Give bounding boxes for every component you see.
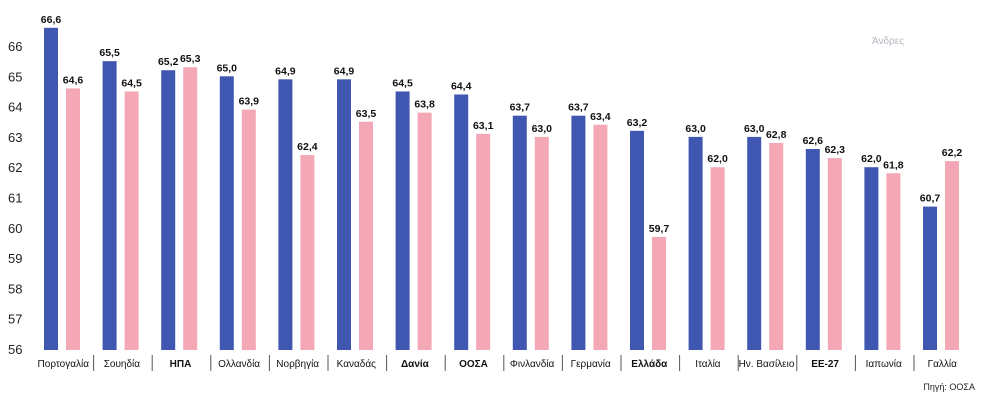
bar-series-1: [454, 94, 469, 350]
bar-series-1: [864, 167, 879, 350]
bar-series-1: [161, 70, 176, 351]
bar-series-2: [183, 67, 198, 351]
bar-series-1: [688, 136, 703, 350]
y-tick-label: 58: [8, 281, 22, 296]
bar-series-2: [66, 88, 80, 351]
bar-series-1: [102, 61, 117, 351]
category-label: Ολλανδία: [218, 358, 260, 370]
bar-series-1: [923, 206, 937, 350]
data-label: 63,1: [473, 120, 494, 132]
bar-series-2: [593, 124, 608, 350]
y-tick-label: 63: [8, 130, 22, 145]
y-tick-label: 66: [8, 39, 22, 54]
y-tick-label: 65: [8, 69, 22, 84]
data-label: 62,8: [766, 129, 787, 141]
data-label: 62,0: [707, 153, 728, 165]
category-label: ΗΠΑ: [170, 359, 192, 370]
bar-series-2: [534, 136, 549, 350]
category-label: Ιταλία: [695, 358, 721, 370]
bar-series-1: [512, 115, 527, 350]
data-label: 63,5: [356, 108, 377, 120]
data-label: 66,6: [41, 14, 62, 26]
y-tick-label: 57: [8, 312, 22, 327]
data-label: 64,4: [451, 80, 472, 92]
data-label: 64,9: [334, 65, 355, 77]
data-label: 63,7: [510, 102, 531, 114]
data-label: 62,3: [825, 144, 846, 156]
category-label: Γαλλία: [928, 358, 958, 370]
bar-series-2: [417, 112, 432, 350]
data-label: 63,2: [627, 117, 648, 129]
bar-series-1: [337, 79, 351, 350]
category-label: Καναδάς: [337, 358, 376, 370]
data-label: 63,0: [532, 123, 553, 135]
bar-series-2: [827, 158, 842, 350]
bar-series-2: [300, 155, 315, 350]
data-label: 61,8: [883, 159, 904, 171]
category-labels: Πορτογαλία Σουηδία ΗΠΑ Ολλανδία Νορβηγία Κανα…: [38, 355, 958, 371]
bar-series-2: [769, 142, 784, 350]
bar-series-2: [886, 173, 901, 350]
category-label: Ην. Βασίλειο: [739, 358, 795, 370]
y-tick-label: 64: [8, 100, 22, 115]
bar-series-1: [44, 27, 58, 350]
y-tick-label: 59: [8, 251, 22, 266]
y-tick-label: 62: [8, 160, 22, 175]
category-label: Φινλανδία: [510, 358, 555, 370]
data-label: 63,7: [568, 102, 589, 114]
data-label: 64,6: [63, 74, 84, 86]
category-label: Ελλάδα: [631, 359, 668, 370]
category-label: Γερμανία: [571, 358, 611, 370]
category-label: Σουηδία: [104, 358, 141, 370]
bar-series-1: [395, 91, 410, 350]
category-label: Νορβηγία: [276, 358, 319, 370]
data-label: 62,2: [942, 147, 963, 159]
category-label: Δανία: [401, 359, 430, 370]
category-label: Πορτογαλία: [38, 358, 90, 370]
value-labels: 66,6 64,6 65,5 64,5 65,2 65,3 65,0 63,9 64,9 62,4…: [41, 14, 963, 235]
data-label: 63,8: [414, 99, 435, 111]
data-label: 62,0: [861, 153, 882, 165]
data-label: 59,7: [649, 223, 670, 235]
data-label: 63,0: [744, 123, 765, 135]
category-label: Ιαπωνία: [866, 358, 902, 370]
bar-series-2: [652, 236, 666, 350]
data-label: 62,4: [297, 141, 318, 153]
data-label: 65,0: [217, 62, 238, 74]
category-label: ΟΟΣΑ: [459, 359, 488, 370]
bar-series-1: [805, 149, 820, 350]
bars: [44, 27, 959, 351]
data-label: 62,6: [803, 135, 824, 147]
data-label: 65,5: [99, 47, 120, 59]
data-label: 65,3: [180, 53, 201, 65]
data-label: 65,2: [158, 56, 179, 68]
y-tick-label: 61: [8, 191, 22, 206]
bar-series-2: [710, 167, 725, 350]
y-tick-label: 60: [8, 221, 22, 236]
source-note: Πηγή: ΟΟΣΑ: [923, 382, 975, 392]
data-label: 63,9: [239, 96, 260, 108]
bar-series-2: [241, 109, 256, 350]
bar-series-1: [747, 136, 762, 350]
bar-series-2: [359, 121, 373, 350]
bar-series-1: [278, 79, 293, 350]
y-axis: 56 57 58 59 60 61 62 63 64 65 66: [8, 39, 22, 357]
legend-series-1: Άνδρες: [872, 36, 904, 47]
data-label: 64,9: [275, 65, 296, 77]
bar-series-1: [630, 130, 644, 350]
bar-series-1: [571, 115, 586, 350]
data-label: 63,0: [685, 123, 706, 135]
bar-series-1: [219, 76, 234, 351]
bar-series-2: [945, 161, 959, 350]
category-label: ΕΕ-27: [811, 359, 839, 370]
y-tick-label: 56: [8, 342, 22, 357]
data-label: 64,5: [392, 77, 413, 89]
bar-series-2: [124, 91, 139, 350]
bar-series-2: [476, 133, 491, 350]
data-label: 63,4: [590, 111, 611, 123]
data-label: 60,7: [920, 193, 941, 205]
data-label: 64,5: [121, 77, 142, 89]
